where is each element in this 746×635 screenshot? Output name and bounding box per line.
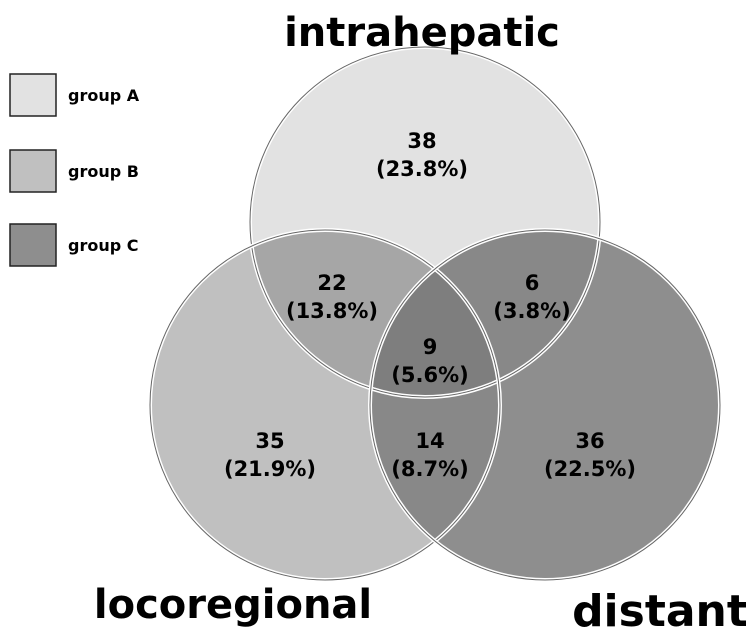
set-title-intrahepatic: intrahepatic <box>284 10 560 56</box>
set-title-locoregional: locoregional <box>94 582 372 628</box>
outline-distant-inner <box>369 229 721 581</box>
legend-swatch-group-b <box>9 149 57 193</box>
set-title-distant: distant <box>572 586 746 635</box>
region-count-distant-only: 36 <box>575 429 604 453</box>
region-count-locoregional-only: 35 <box>255 429 284 453</box>
legend-swatch-group-a <box>9 73 57 117</box>
region-pct-intrahepatic-only: (23.8%) <box>376 157 468 181</box>
legend: group A group B group C <box>9 73 140 267</box>
region-count-intrahepatic-only: 38 <box>407 129 436 153</box>
region-pct-distant-only: (22.5%) <box>544 457 636 481</box>
overlap-all-three <box>370 230 500 397</box>
region-count-intra-loco: 22 <box>317 271 346 295</box>
outline-intrahepatic-inner <box>249 46 601 398</box>
region-pct-locoregional-only: (21.9%) <box>224 457 316 481</box>
legend-label-group-c: group C <box>68 236 139 255</box>
region-pct-loco-distant: (8.7%) <box>391 457 468 481</box>
region-pct-intra-distant: (3.8%) <box>493 299 570 323</box>
region-pct-intra-loco: (13.8%) <box>286 299 378 323</box>
region-count-loco-distant: 14 <box>415 429 444 453</box>
legend-label-group-a: group A <box>68 86 140 105</box>
region-count-all-three: 9 <box>423 335 438 359</box>
region-count-intra-distant: 6 <box>525 271 540 295</box>
region-pct-all-three: (5.6%) <box>391 363 468 387</box>
legend-swatch-group-c <box>9 223 57 267</box>
outline-locoregional-inner <box>149 229 501 581</box>
legend-label-group-b: group B <box>68 162 139 181</box>
